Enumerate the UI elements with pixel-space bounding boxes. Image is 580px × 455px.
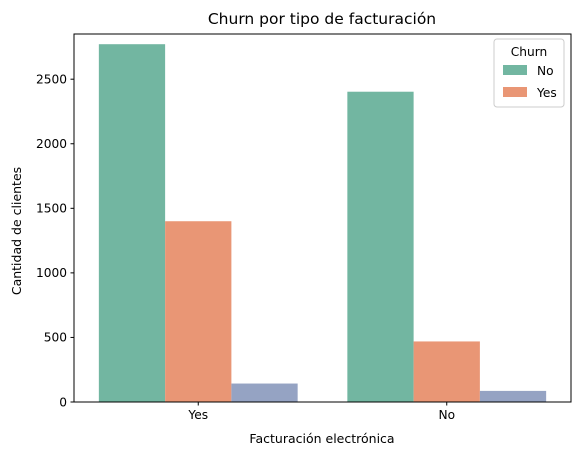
legend-swatch-no xyxy=(503,65,527,75)
legend-title: Churn xyxy=(511,45,547,59)
chart-title: Churn por tipo de facturación xyxy=(208,10,436,28)
legend-label-yes: Yes xyxy=(536,86,557,100)
bar-series-3-yes xyxy=(231,383,298,402)
bar-no-yes xyxy=(98,44,166,402)
legend: Churn No Yes xyxy=(493,38,565,108)
legend-label-no: No xyxy=(537,64,554,78)
bars-layer xyxy=(98,44,547,402)
bar-no-no xyxy=(347,91,414,402)
bar-yes-yes xyxy=(165,221,232,402)
y-axis-label: Cantidad de clientes xyxy=(9,167,24,295)
y-tick-label: 500 xyxy=(44,331,67,345)
y-tick-label: 2000 xyxy=(36,137,67,151)
x-axis-ticks: Yes No xyxy=(187,402,455,422)
y-axis-ticks: 0 500 1000 1500 2000 2500 xyxy=(36,72,74,409)
y-tick-label: 2500 xyxy=(36,72,67,86)
bar-yes-no xyxy=(413,341,480,402)
x-tick-label: No xyxy=(438,408,455,422)
x-axis-label: Facturación electrónica xyxy=(249,431,394,446)
legend-swatch-yes xyxy=(503,87,527,97)
x-tick-label: Yes xyxy=(187,408,208,422)
y-tick-label: 1000 xyxy=(36,266,67,280)
y-tick-label: 1500 xyxy=(36,202,67,216)
plot-frame xyxy=(73,33,572,403)
y-tick-label: 0 xyxy=(59,395,67,409)
bar-series-3-no xyxy=(479,390,547,402)
